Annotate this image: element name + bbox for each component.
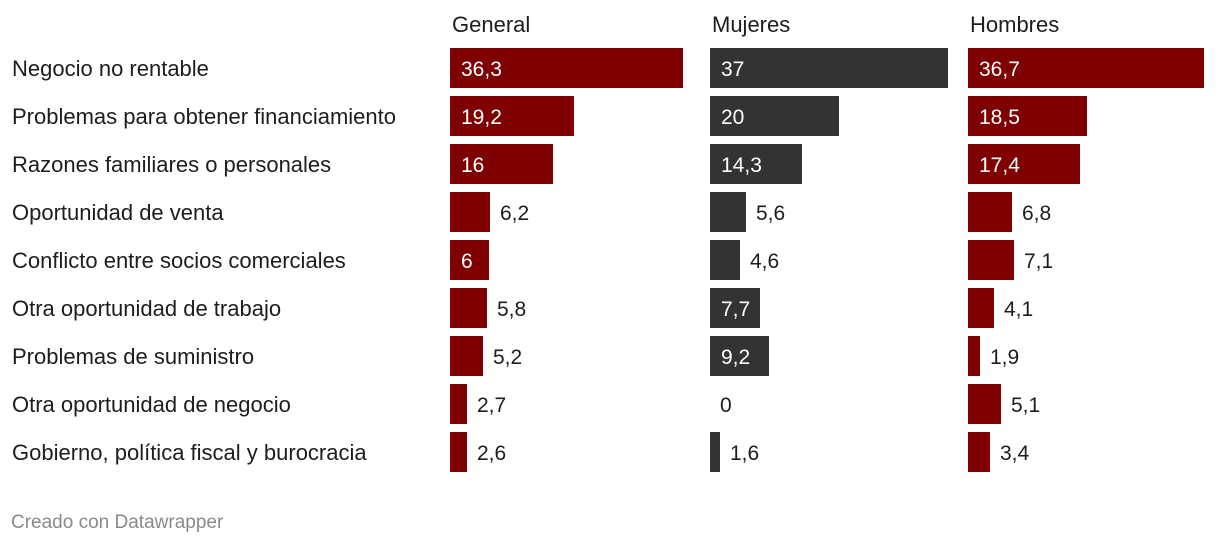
value-label-hombres-problemas-de-suministro: 1,9 — [990, 346, 1019, 369]
row-label-gobierno-politica-fiscal-y-burocracia: Gobierno, política fiscal y burocracia — [12, 440, 367, 465]
bar-hombres-negocio-no-rentable — [968, 48, 1204, 88]
value-label-general-conflicto-entre-socios-comerciales: 6 — [461, 250, 473, 273]
bar-hombres-conflicto-entre-socios-comerciales — [968, 240, 1014, 280]
value-label-hombres-conflicto-entre-socios-comerciales: 7,1 — [1024, 250, 1053, 273]
row-label-problemas-para-obtener-financiamiento: Problemas para obtener financiamiento — [12, 104, 396, 129]
value-label-general-gobierno-politica-fiscal-y-burocracia: 2,6 — [477, 442, 506, 465]
row-label-razones-familiares-o-personales: Razones familiares o personales — [12, 152, 331, 177]
value-label-general-problemas-para-obtener-financiamiento: 19,2 — [461, 106, 502, 129]
row-label-otra-oportunidad-de-trabajo: Otra oportunidad de trabajo — [12, 296, 281, 321]
value-label-mujeres-negocio-no-rentable: 37 — [721, 58, 744, 81]
value-label-hombres-gobierno-politica-fiscal-y-burocracia: 3,4 — [1000, 442, 1030, 465]
column-header-hombres: Hombres — [970, 12, 1059, 37]
value-label-general-negocio-no-rentable: 36,3 — [461, 58, 502, 81]
bar-hombres-problemas-para-obtener-financiamiento — [968, 96, 1087, 136]
bar-general-problemas-de-suministro — [450, 336, 483, 376]
value-label-mujeres-otra-oportunidad-de-negocio: 0 — [720, 394, 732, 417]
bar-mujeres-negocio-no-rentable — [710, 48, 948, 88]
value-label-mujeres-problemas-de-suministro: 9,2 — [721, 346, 750, 369]
value-label-hombres-razones-familiares-o-personales: 17,4 — [979, 154, 1020, 177]
value-label-mujeres-problemas-para-obtener-financiamiento: 20 — [721, 106, 744, 129]
column-header-general: General — [452, 12, 530, 37]
bar-hombres-oportunidad-de-venta — [968, 192, 1012, 232]
bar-hombres-razones-familiares-o-personales — [968, 144, 1080, 184]
value-label-mujeres-oportunidad-de-venta: 5,6 — [756, 202, 785, 225]
value-label-hombres-problemas-para-obtener-financiamiento: 18,5 — [979, 106, 1020, 129]
bar-mujeres-problemas-de-suministro — [710, 336, 769, 376]
value-label-mujeres-otra-oportunidad-de-trabajo: 7,7 — [721, 298, 750, 321]
row-label-conflicto-entre-socios-comerciales: Conflicto entre socios comerciales — [12, 248, 346, 273]
bar-general-razones-familiares-o-personales — [450, 144, 553, 184]
value-label-general-problemas-de-suministro: 5,2 — [493, 346, 522, 369]
bar-general-negocio-no-rentable — [450, 48, 683, 88]
row-label-oportunidad-de-venta: Oportunidad de venta — [12, 200, 224, 225]
value-label-hombres-negocio-no-rentable: 36,7 — [979, 58, 1020, 81]
bar-general-gobierno-politica-fiscal-y-burocracia — [450, 432, 467, 472]
bar-mujeres-problemas-para-obtener-financiamiento — [710, 96, 839, 136]
bar-general-otra-oportunidad-de-negocio — [450, 384, 467, 424]
bar-general-otra-oportunidad-de-trabajo — [450, 288, 487, 328]
bar-mujeres-razones-familiares-o-personales — [710, 144, 802, 184]
value-label-hombres-otra-oportunidad-de-trabajo: 4,1 — [1004, 298, 1033, 321]
bar-mujeres-oportunidad-de-venta — [710, 192, 746, 232]
row-label-problemas-de-suministro: Problemas de suministro — [12, 344, 254, 369]
value-label-hombres-otra-oportunidad-de-negocio: 5,1 — [1011, 394, 1040, 417]
bar-hombres-otra-oportunidad-de-negocio — [968, 384, 1001, 424]
row-label-otra-oportunidad-de-negocio: Otra oportunidad de negocio — [12, 392, 291, 417]
value-label-mujeres-gobierno-politica-fiscal-y-burocracia: 1,6 — [730, 442, 759, 465]
value-label-hombres-oportunidad-de-venta: 6,8 — [1022, 202, 1051, 225]
bar-general-problemas-para-obtener-financiamiento — [450, 96, 574, 136]
bar-general-oportunidad-de-venta — [450, 192, 490, 232]
bar-mujeres-gobierno-politica-fiscal-y-burocracia — [710, 432, 720, 472]
value-label-general-razones-familiares-o-personales: 16 — [461, 154, 484, 177]
row-label-negocio-no-rentable: Negocio no rentable — [12, 56, 209, 81]
bar-mujeres-conflicto-entre-socios-comerciales — [710, 240, 740, 280]
column-header-mujeres: Mujeres — [712, 12, 790, 37]
value-label-general-otra-oportunidad-de-trabajo: 5,8 — [497, 298, 526, 321]
value-label-general-otra-oportunidad-de-negocio: 2,7 — [477, 394, 506, 417]
value-label-mujeres-razones-familiares-o-personales: 14,3 — [721, 154, 762, 177]
value-label-mujeres-conflicto-entre-socios-comerciales: 4,6 — [750, 250, 779, 273]
bar-general-conflicto-entre-socios-comerciales — [450, 240, 489, 280]
bar-hombres-gobierno-politica-fiscal-y-burocracia — [968, 432, 990, 472]
bar-hombres-otra-oportunidad-de-trabajo — [968, 288, 994, 328]
footer-credit: Creado con Datawrapper — [11, 512, 224, 533]
value-label-general-oportunidad-de-venta: 6,2 — [500, 202, 529, 225]
bar-mujeres-otra-oportunidad-de-trabajo — [710, 288, 760, 328]
bar-hombres-problemas-de-suministro — [968, 336, 980, 376]
